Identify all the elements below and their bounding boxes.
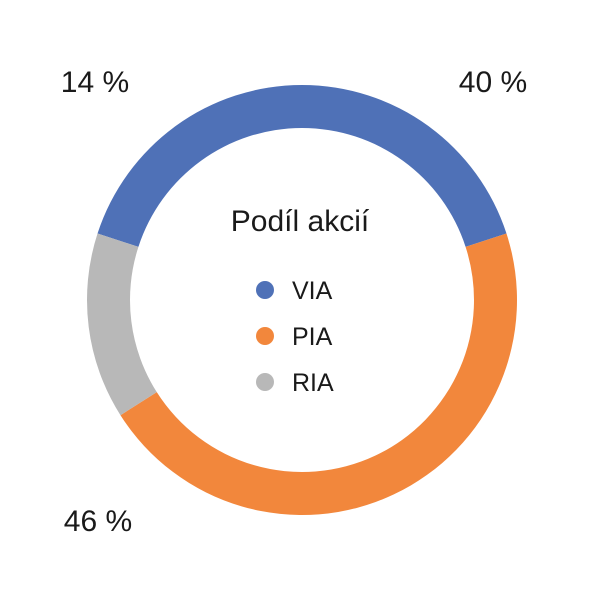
legend: VIA PIA RIA	[256, 277, 334, 397]
percent-label-ria: 14 %	[61, 66, 129, 99]
legend-label-pia: PIA	[292, 323, 333, 351]
legend-label-via: VIA	[292, 277, 333, 305]
percent-labels: 40 % 46 % 14 %	[61, 66, 527, 538]
legend-marker-pia	[256, 327, 274, 345]
percent-label-via: 40 %	[459, 66, 527, 99]
chart-title: Podíl akcií	[231, 205, 370, 238]
legend-marker-via	[256, 281, 274, 299]
donut-slices	[87, 85, 518, 515]
legend-marker-ria	[256, 373, 274, 391]
percent-label-pia: 46 %	[64, 505, 132, 538]
slice-pia	[120, 233, 518, 515]
legend-label-ria: RIA	[292, 369, 334, 397]
slice-via	[97, 85, 507, 247]
slice-ria	[87, 233, 157, 416]
